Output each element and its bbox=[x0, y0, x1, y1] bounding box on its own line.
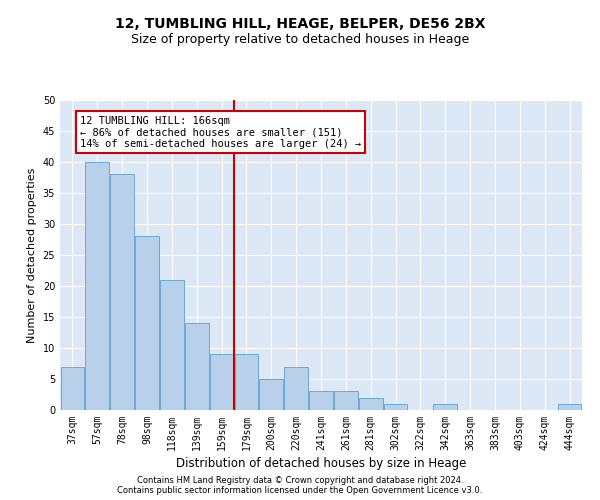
Bar bbox=[235, 354, 258, 410]
Bar bbox=[160, 280, 184, 410]
Bar bbox=[259, 379, 283, 410]
Bar bbox=[61, 366, 84, 410]
Bar bbox=[359, 398, 383, 410]
Bar bbox=[210, 354, 233, 410]
Text: Size of property relative to detached houses in Heage: Size of property relative to detached ho… bbox=[131, 32, 469, 46]
Text: 12, TUMBLING HILL, HEAGE, BELPER, DE56 2BX: 12, TUMBLING HILL, HEAGE, BELPER, DE56 2… bbox=[115, 18, 485, 32]
Bar bbox=[284, 366, 308, 410]
Bar bbox=[309, 392, 333, 410]
Bar bbox=[185, 323, 209, 410]
Bar bbox=[558, 404, 581, 410]
Text: Contains HM Land Registry data © Crown copyright and database right 2024.: Contains HM Land Registry data © Crown c… bbox=[137, 476, 463, 485]
Bar bbox=[384, 404, 407, 410]
Text: 12 TUMBLING HILL: 166sqm
← 86% of detached houses are smaller (151)
14% of semi-: 12 TUMBLING HILL: 166sqm ← 86% of detach… bbox=[80, 116, 361, 148]
Bar bbox=[110, 174, 134, 410]
Y-axis label: Number of detached properties: Number of detached properties bbox=[27, 168, 37, 342]
Bar bbox=[433, 404, 457, 410]
Bar bbox=[85, 162, 109, 410]
X-axis label: Distribution of detached houses by size in Heage: Distribution of detached houses by size … bbox=[176, 457, 466, 470]
Bar bbox=[135, 236, 159, 410]
Bar bbox=[334, 392, 358, 410]
Text: Contains public sector information licensed under the Open Government Licence v3: Contains public sector information licen… bbox=[118, 486, 482, 495]
